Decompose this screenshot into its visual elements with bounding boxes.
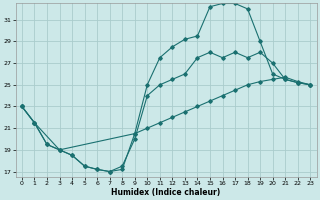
X-axis label: Humidex (Indice chaleur): Humidex (Indice chaleur) bbox=[111, 188, 221, 197]
